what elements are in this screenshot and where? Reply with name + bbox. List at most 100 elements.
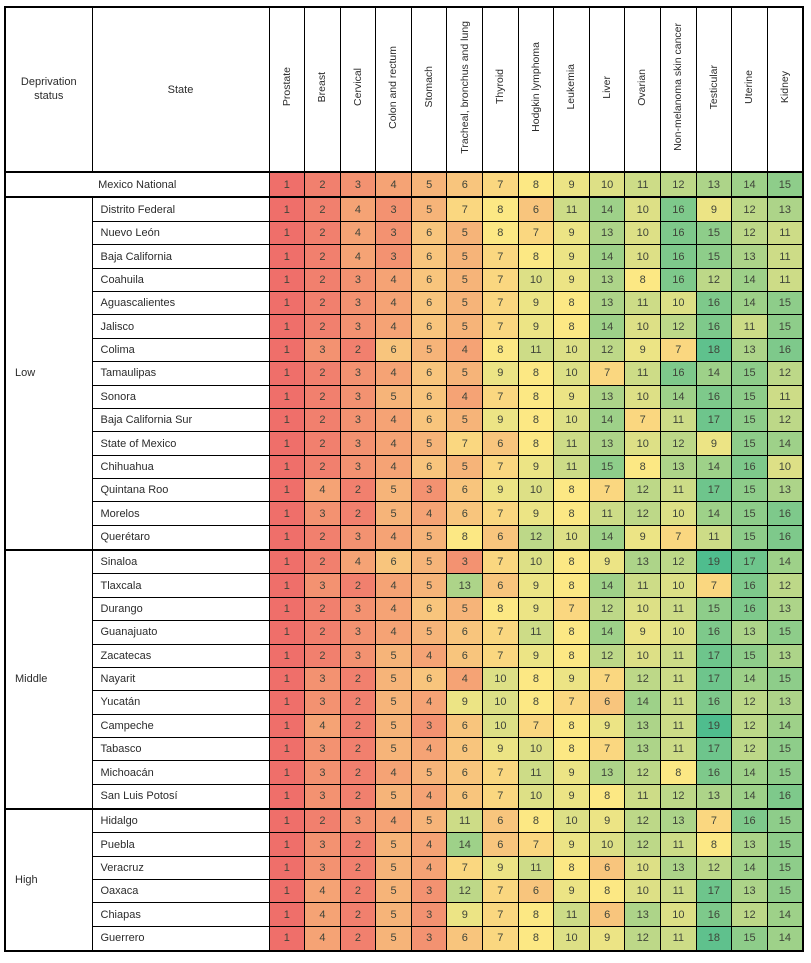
state-cell: State of Mexico bbox=[91, 431, 270, 456]
rank-cell: 16 bbox=[660, 361, 697, 386]
state-cell: Querétaro bbox=[91, 524, 270, 551]
rank-cell: 16 bbox=[766, 783, 804, 810]
rank-cell: 4 bbox=[375, 291, 412, 316]
rank-cell: 10 bbox=[482, 666, 519, 692]
rank-cell: 14 bbox=[695, 361, 733, 386]
rank-cell: 19 bbox=[695, 548, 733, 575]
rank-cell: 1 bbox=[268, 855, 306, 881]
rank-cell: 4 bbox=[446, 337, 484, 363]
rank-cell: 11 bbox=[660, 713, 697, 739]
rank-cell: 10 bbox=[588, 171, 626, 198]
rank-cell: 2 bbox=[339, 737, 377, 762]
rank-cell: 9 bbox=[624, 337, 662, 363]
rank-cell: 12 bbox=[624, 666, 662, 692]
rank-cell: 9 bbox=[553, 244, 590, 269]
rank-cell: 3 bbox=[304, 783, 341, 810]
cancer-column-header: Ovarian bbox=[624, 6, 662, 173]
table-body: Mexico National 1 2 3 4 5 6 7 8 9 10 11 12 13 14 15 Low D… bbox=[4, 171, 804, 952]
rank-cell: 5 bbox=[375, 690, 412, 715]
rank-cell: 13 bbox=[624, 902, 662, 927]
rank-cell: 15 bbox=[731, 501, 768, 526]
rank-cell: 2 bbox=[304, 431, 341, 456]
rank-cell: 1 bbox=[268, 171, 306, 198]
rank-cell: 11 bbox=[517, 760, 555, 785]
rank-cell: 7 bbox=[588, 666, 626, 692]
rank-cell: 7 bbox=[482, 643, 519, 668]
rank-cell: 1 bbox=[268, 573, 306, 598]
rank-cell: 6 bbox=[446, 737, 484, 762]
rank-cell: 4 bbox=[375, 596, 412, 622]
rank-cell: 5 bbox=[446, 596, 484, 622]
rank-cell: 3 bbox=[304, 501, 341, 526]
rank-cell: 11 bbox=[766, 220, 804, 246]
rank-cell: 10 bbox=[517, 737, 555, 762]
rank-cell: 5 bbox=[446, 267, 484, 293]
rank-cell: 3 bbox=[304, 737, 341, 762]
rank-cell: 4 bbox=[304, 902, 341, 927]
rank-cell: 7 bbox=[588, 737, 626, 762]
rank-cell: 8 bbox=[517, 384, 555, 409]
rank-cell: 4 bbox=[446, 666, 484, 692]
rank-cell: 7 bbox=[695, 573, 733, 598]
rank-cell: 14 bbox=[660, 384, 697, 409]
rank-cell: 5 bbox=[375, 902, 412, 927]
rank-cell: 10 bbox=[624, 220, 662, 246]
rank-cell: 7 bbox=[482, 314, 519, 339]
rank-cell: 2 bbox=[304, 596, 341, 622]
rank-cell: 4 bbox=[339, 196, 377, 222]
rank-cell: 3 bbox=[339, 171, 377, 198]
rank-cell: 6 bbox=[517, 879, 555, 904]
rank-cell: 11 bbox=[624, 291, 662, 316]
rank-cell: 1 bbox=[268, 596, 306, 622]
rank-cell: 2 bbox=[304, 454, 341, 480]
state-cell: Tamaulipas bbox=[91, 361, 270, 386]
rank-cell: 8 bbox=[517, 431, 555, 456]
rank-cell: 7 bbox=[482, 760, 519, 785]
rank-cell: 14 bbox=[695, 454, 733, 480]
rank-cell: 4 bbox=[304, 879, 341, 904]
national-label: Mexico National bbox=[4, 171, 270, 198]
rank-cell: 2 bbox=[304, 548, 341, 575]
rank-cell: 5 bbox=[375, 879, 412, 904]
rank-cell: 15 bbox=[731, 925, 768, 952]
rank-cell: 4 bbox=[375, 760, 412, 785]
rank-cell: 16 bbox=[731, 454, 768, 480]
state-cell: Baja California Sur bbox=[91, 407, 270, 433]
rank-cell: 6 bbox=[410, 314, 448, 339]
rank-cell: 11 bbox=[553, 902, 590, 927]
rank-cell: 7 bbox=[517, 832, 555, 857]
rank-cell: 14 bbox=[766, 431, 804, 456]
rank-cell: 10 bbox=[624, 314, 662, 339]
rank-cell: 10 bbox=[588, 832, 626, 857]
table-row: Puebla 1 3 2 5 4 14 6 7 9 10 12 11 8 13 15 bbox=[5, 832, 804, 857]
rank-cell: 16 bbox=[695, 620, 733, 645]
rank-cell: 16 bbox=[660, 220, 697, 246]
rank-cell: 3 bbox=[339, 596, 377, 622]
rank-cell: 11 bbox=[660, 666, 697, 692]
rank-cell: 8 bbox=[588, 879, 626, 904]
rank-cell: 4 bbox=[375, 314, 412, 339]
cancer-column-label: Colon and rectum bbox=[387, 45, 400, 129]
rank-cell: 7 bbox=[482, 171, 519, 198]
rank-cell: 6 bbox=[375, 548, 412, 575]
rank-cell: 11 bbox=[624, 171, 662, 198]
rank-cell: 8 bbox=[553, 620, 590, 645]
cancer-column-label: Prostate bbox=[280, 67, 293, 107]
cancer-ranking-table: Deprivation status State Prostate Breast C… bbox=[4, 6, 804, 952]
rank-cell: 2 bbox=[339, 902, 377, 927]
rank-cell: 4 bbox=[375, 171, 412, 198]
rank-cell: 9 bbox=[517, 643, 555, 668]
rank-cell: 3 bbox=[339, 807, 377, 834]
rank-cell: 12 bbox=[517, 524, 555, 551]
rank-cell: 2 bbox=[304, 807, 341, 834]
rank-cell: 3 bbox=[339, 431, 377, 456]
rank-cell: 12 bbox=[588, 643, 626, 668]
rank-cell: 9 bbox=[624, 524, 662, 551]
rank-cell: 11 bbox=[766, 267, 804, 293]
rank-cell: 6 bbox=[482, 573, 519, 598]
rank-cell: 11 bbox=[660, 478, 697, 503]
cancer-column-header: Prostate bbox=[268, 6, 306, 173]
rank-cell: 4 bbox=[410, 832, 448, 857]
table-row: Tamaulipas 1 2 3 4 6 5 9 8 10 7 11 16 14 15 12 bbox=[5, 361, 804, 386]
cancer-column-label: Stomach bbox=[422, 66, 435, 108]
